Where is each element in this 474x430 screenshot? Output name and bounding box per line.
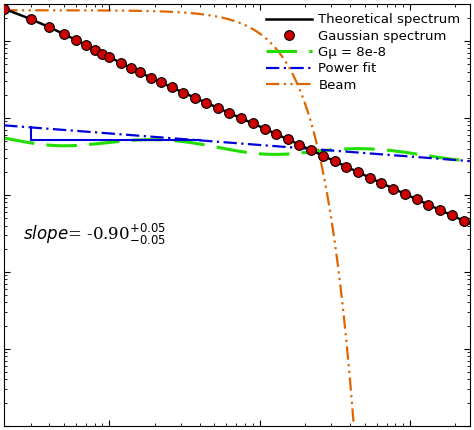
Text: $\mathit{slope}$= -0.90$^{+0.05}_{-0.05}$: $\mathit{slope}$= -0.90$^{+0.05}_{-0.05}… bbox=[23, 222, 166, 247]
Legend: Theoretical spectrum, Gaussian spectrum, Gμ = 8e-8, Power fit, Beam: Theoretical spectrum, Gaussian spectrum,… bbox=[263, 11, 463, 94]
